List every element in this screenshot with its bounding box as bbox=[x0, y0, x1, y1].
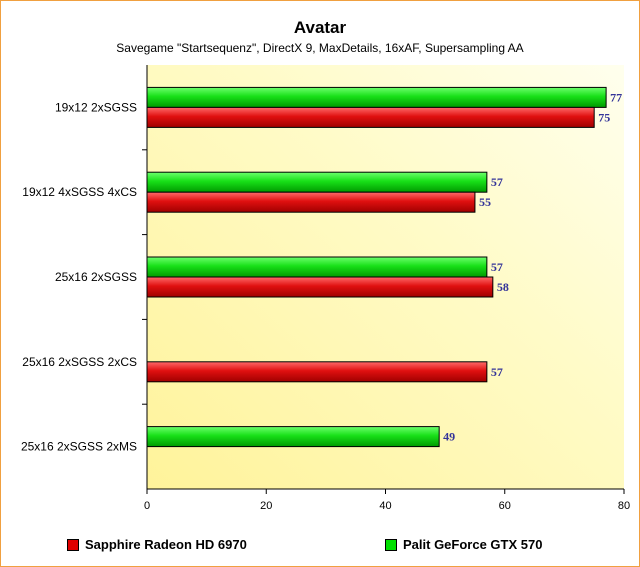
data-label: 57 bbox=[491, 260, 503, 274]
legend-swatch-green bbox=[385, 538, 397, 551]
chart-title: Avatar bbox=[293, 18, 347, 37]
bar-geforce bbox=[146, 171, 488, 193]
legend-item-radeon: Sapphire Radeon HD 6970 bbox=[67, 537, 247, 552]
bar-geforce bbox=[146, 256, 488, 278]
bar-geforce bbox=[146, 426, 440, 448]
bar-radeon bbox=[146, 191, 476, 213]
legend-label-geforce: Palit GeForce GTX 570 bbox=[403, 537, 543, 552]
data-label: 77 bbox=[610, 90, 622, 104]
x-tick-label: 80 bbox=[618, 500, 630, 512]
x-tick-label: 0 bbox=[144, 500, 150, 512]
x-tick-label: 40 bbox=[379, 500, 391, 512]
data-label: 49 bbox=[443, 430, 455, 444]
bar-geforce bbox=[146, 86, 607, 108]
data-label: 57 bbox=[491, 365, 503, 379]
bar-radeon bbox=[146, 106, 595, 128]
bar-radeon bbox=[146, 361, 488, 383]
legend-swatch-red bbox=[67, 538, 79, 551]
bar-radeon bbox=[146, 276, 494, 298]
category-label: 25x16 2xSGSS 2xMS bbox=[21, 440, 137, 454]
data-label: 75 bbox=[598, 110, 610, 124]
data-label: 55 bbox=[479, 195, 491, 209]
category-label: 19x12 4xSGSS 4xCS bbox=[22, 185, 137, 199]
category-label: 19x12 2xSGSS bbox=[55, 100, 137, 114]
data-label: 58 bbox=[497, 280, 509, 294]
chart-subtitle: Savegame "Startsequenz", DirectX 9, MaxD… bbox=[116, 41, 524, 55]
legend-label-radeon: Sapphire Radeon HD 6970 bbox=[85, 537, 247, 552]
x-tick-label: 20 bbox=[260, 500, 272, 512]
x-tick-label: 60 bbox=[499, 500, 511, 512]
category-label: 25x16 2xSGSS bbox=[55, 270, 137, 284]
legend-item-geforce: Palit GeForce GTX 570 bbox=[385, 537, 542, 552]
category-label: 25x16 2xSGSS 2xCS bbox=[22, 355, 137, 369]
data-label: 57 bbox=[491, 175, 503, 189]
